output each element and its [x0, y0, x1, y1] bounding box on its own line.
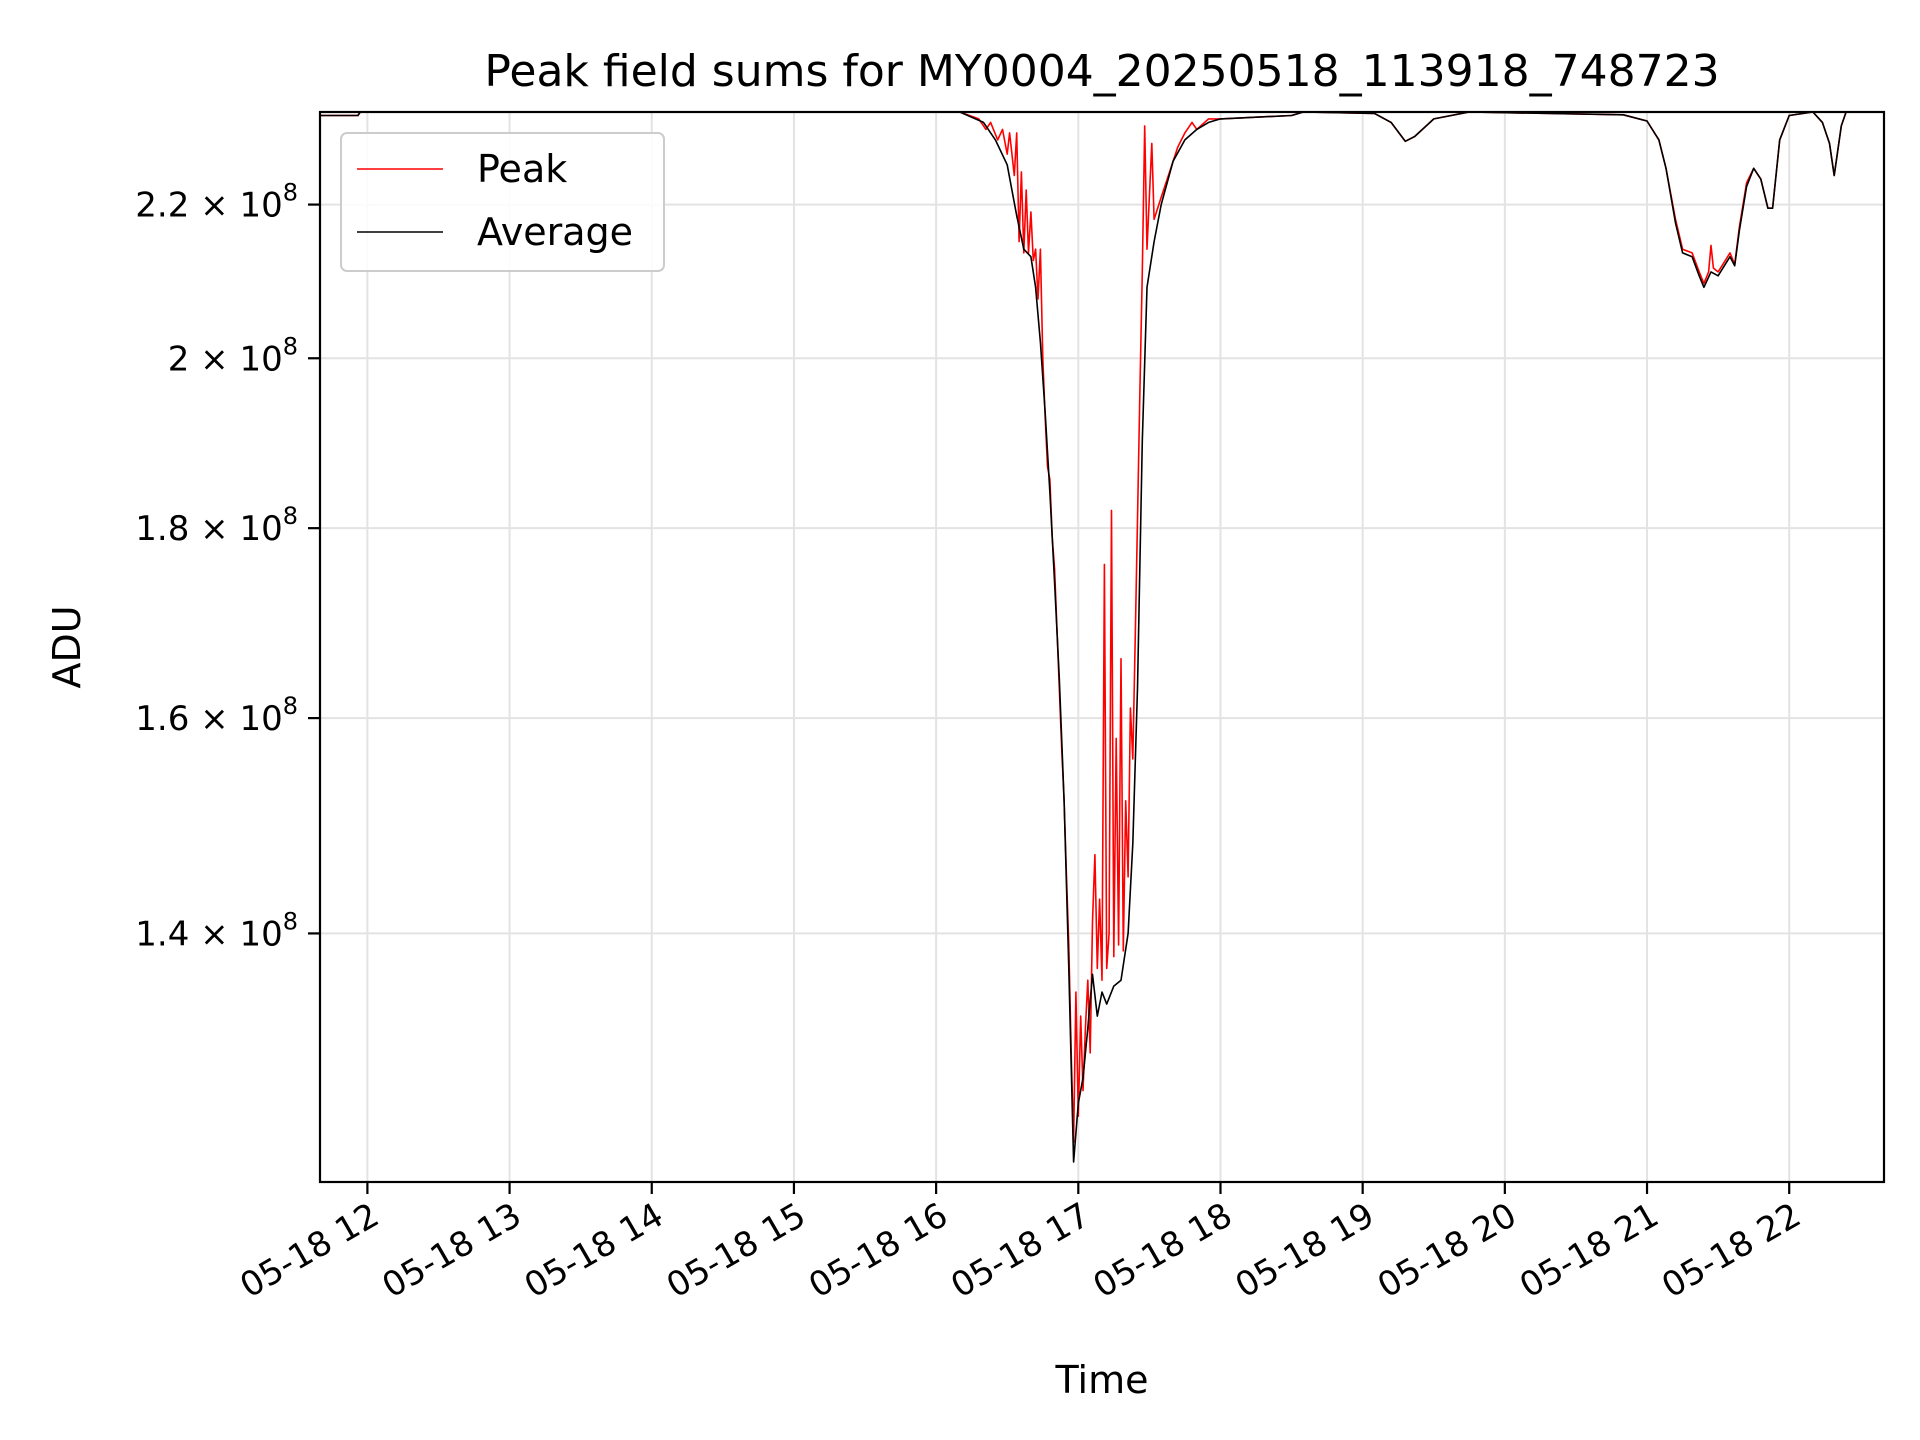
- y-tick-label: 1.4 × 108: [135, 907, 298, 954]
- chart-title: Peak field sums for MY0004_20250518_1139…: [484, 46, 1719, 97]
- legend-label-average: Average: [477, 210, 633, 254]
- legend-label-peak: Peak: [477, 147, 567, 191]
- y-tick-times: × 10: [189, 914, 282, 954]
- y-tick-label: 2 × 108: [168, 332, 298, 379]
- y-tick-label: 1.6 × 108: [135, 692, 298, 739]
- x-axis-label: Time: [1055, 1358, 1149, 1402]
- y-tick-exponent: 8: [283, 502, 298, 530]
- y-tick-exponent: 8: [283, 907, 298, 935]
- y-tick-mantissa: 1.4: [135, 914, 189, 954]
- series-line-average: [320, 112, 1884, 1163]
- y-tick-exponent: 8: [283, 332, 298, 360]
- series-line-peak: [320, 112, 1884, 1143]
- y-tick-mantissa: 2: [168, 339, 190, 379]
- y-tick-label: 1.8 × 108: [135, 502, 298, 549]
- y-tick-mantissa: 1.8: [135, 509, 189, 549]
- plot-area: [320, 112, 1884, 1163]
- y-axis-label: ADU: [45, 605, 89, 688]
- y-tick-label: 2.2 × 108: [135, 179, 298, 226]
- y-tick-mantissa: 2.2: [135, 186, 189, 226]
- y-tick-times: × 10: [189, 339, 282, 379]
- legend: Peak Average: [340, 132, 665, 272]
- y-tick-times: × 10: [189, 509, 282, 549]
- y-tick-times: × 10: [189, 699, 282, 739]
- legend-box: [340, 132, 665, 272]
- y-tick-exponent: 8: [283, 692, 298, 720]
- y-tick-times: × 10: [189, 186, 282, 226]
- y-tick-mantissa: 1.6: [135, 699, 189, 739]
- axes-frame: [318, 110, 1886, 1184]
- y-tick-exponent: 8: [283, 179, 298, 207]
